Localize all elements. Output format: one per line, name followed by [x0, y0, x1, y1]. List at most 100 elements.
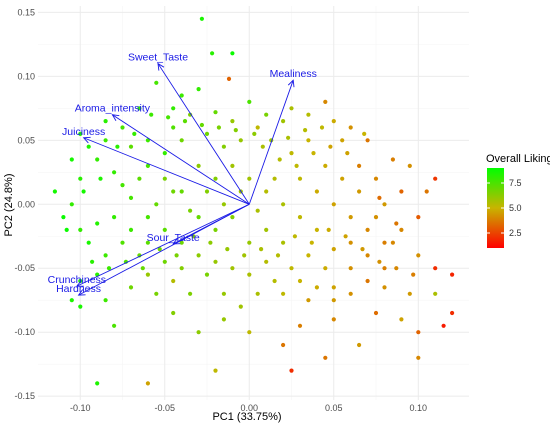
x-tick-label: 0.05 [325, 403, 343, 413]
score-point [162, 176, 167, 181]
score-point [309, 240, 314, 245]
score-point [433, 176, 438, 181]
score-point [242, 253, 247, 258]
score-point [424, 189, 429, 194]
score-point [289, 368, 294, 373]
score-point [230, 51, 235, 56]
score-point [297, 176, 303, 181]
score-point [377, 259, 382, 264]
loading-arrowhead [77, 289, 86, 296]
score-point [357, 163, 362, 168]
score-point [145, 272, 150, 277]
score-point [204, 131, 210, 136]
loading-arrowhead [111, 114, 120, 121]
loading-arrow [112, 114, 250, 205]
score-point [407, 291, 412, 296]
score-point [331, 202, 336, 207]
score-point [331, 247, 336, 252]
y-tick-label: -0.10 [14, 327, 35, 337]
legend-tick-label: 2.5 [509, 228, 522, 238]
y-tick-label: 0.00 [17, 199, 35, 209]
score-point [441, 323, 446, 328]
score-point [382, 285, 387, 290]
score-point [145, 138, 150, 143]
score-point [95, 221, 100, 226]
score-point [281, 240, 286, 245]
score-point [377, 195, 382, 200]
score-point [260, 144, 265, 149]
score-point [264, 112, 269, 117]
x-tick-label: 0.00 [241, 403, 259, 413]
score-point [204, 272, 210, 277]
score-point [213, 227, 218, 232]
score-point [145, 215, 150, 220]
score-point [182, 119, 188, 124]
loading-label: Sweet_Taste [128, 52, 188, 64]
score-point [348, 266, 353, 271]
score-point [171, 125, 176, 130]
score-point [196, 330, 201, 335]
score-point [259, 247, 264, 252]
score-point [188, 291, 193, 296]
score-point [199, 16, 204, 21]
score-point [252, 131, 257, 136]
score-point [128, 227, 134, 232]
score-point [289, 266, 294, 271]
score-point [323, 163, 328, 168]
legend: Overall Liking 2.5 5.0 7.5 [486, 153, 550, 248]
score-point [416, 355, 421, 360]
score-point [188, 112, 193, 117]
score-point [399, 317, 404, 322]
score-point [171, 310, 176, 316]
score-point [360, 247, 365, 252]
score-point [247, 240, 252, 245]
score-point [230, 266, 235, 271]
score-point [365, 227, 370, 232]
loading-arrows: Sweet_Taste Mealiness Aroma_intensity Juici… [48, 52, 317, 296]
score-point [272, 278, 277, 284]
score-point [120, 125, 125, 130]
score-point [81, 189, 86, 194]
score-point [331, 298, 336, 303]
y-axis-ticks: -0.15 -0.10 -0.05 0.00 0.05 0.10 0.15 [14, 7, 35, 401]
score-point [221, 317, 226, 322]
score-point [345, 151, 350, 156]
loading-arrow [157, 63, 250, 205]
score-point [112, 170, 117, 175]
score-point [348, 215, 353, 220]
score-point [78, 131, 83, 136]
score-point [264, 189, 269, 194]
score-point [120, 240, 125, 245]
score-point [157, 247, 162, 252]
score-point [238, 138, 243, 143]
score-point [247, 330, 252, 335]
score-point [450, 272, 455, 277]
score-point [174, 253, 179, 258]
score-point [230, 163, 235, 168]
score-point [137, 176, 142, 181]
y-tick-label: -0.15 [14, 391, 35, 401]
score-point [255, 291, 260, 296]
score-point [289, 106, 294, 111]
score-point [323, 99, 328, 104]
score-point [221, 291, 226, 296]
score-point [221, 144, 226, 149]
score-point [226, 76, 232, 81]
score-point [86, 240, 91, 245]
score-point [103, 138, 108, 143]
legend-ticks: 2.5 5.0 7.5 [487, 178, 522, 238]
score-point [373, 215, 379, 220]
scores-points [52, 16, 455, 386]
score-point [171, 106, 176, 111]
score-point [98, 176, 103, 181]
loading-label: Mealiness [270, 68, 317, 80]
score-point [272, 176, 277, 181]
loading-arrow [248, 80, 294, 205]
score-point [204, 189, 210, 194]
score-point [154, 80, 159, 85]
score-point [179, 240, 184, 245]
score-point [365, 138, 370, 143]
score-point [264, 259, 269, 264]
score-point [196, 253, 201, 258]
